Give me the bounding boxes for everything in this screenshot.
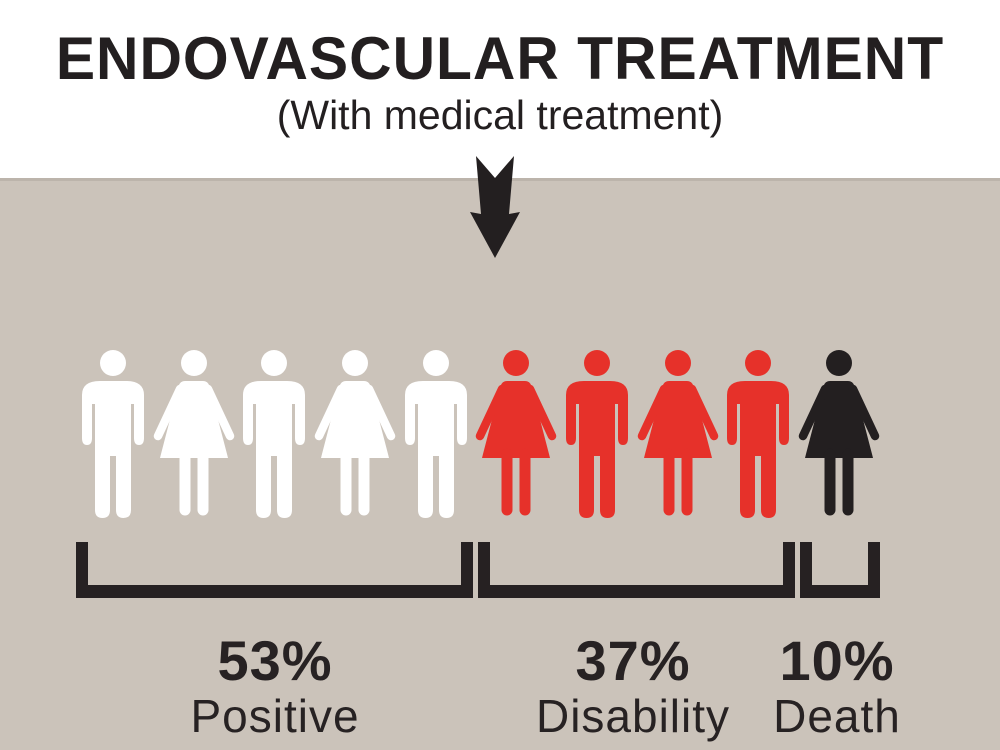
death-percentage: 10% bbox=[779, 629, 895, 692]
figures-row bbox=[73, 350, 879, 520]
female-figure-positive bbox=[154, 350, 234, 520]
stat-positive: 53% Positive bbox=[190, 629, 360, 743]
female-figure-disability bbox=[476, 350, 556, 520]
positive-label: Positive bbox=[190, 690, 360, 742]
death-label: Death bbox=[773, 690, 901, 742]
disability-label: Disability bbox=[535, 690, 731, 742]
male-figure-disability bbox=[565, 350, 628, 518]
female-figure-positive bbox=[315, 350, 395, 520]
disability-percentage: 37% bbox=[575, 629, 691, 692]
stat-death: 10% Death bbox=[773, 629, 901, 743]
male-figure-positive bbox=[243, 350, 306, 518]
male-figure-positive bbox=[404, 350, 467, 518]
bracket-disability bbox=[478, 542, 795, 598]
male-figure-disability bbox=[727, 350, 790, 518]
female-figure-disability bbox=[638, 350, 718, 520]
female-figure-death bbox=[799, 350, 879, 520]
bracket-positive bbox=[76, 542, 473, 598]
stat-disability: 37% Disability bbox=[535, 629, 731, 743]
page-subtitle: (With medical treatment) bbox=[276, 92, 724, 138]
male-figure-positive bbox=[82, 350, 144, 518]
positive-percentage: 53% bbox=[217, 629, 333, 692]
page-title: ENDOVASCULAR TREATMENT bbox=[55, 25, 945, 92]
bracket-death bbox=[800, 542, 880, 598]
down-arrow-icon bbox=[470, 156, 520, 258]
